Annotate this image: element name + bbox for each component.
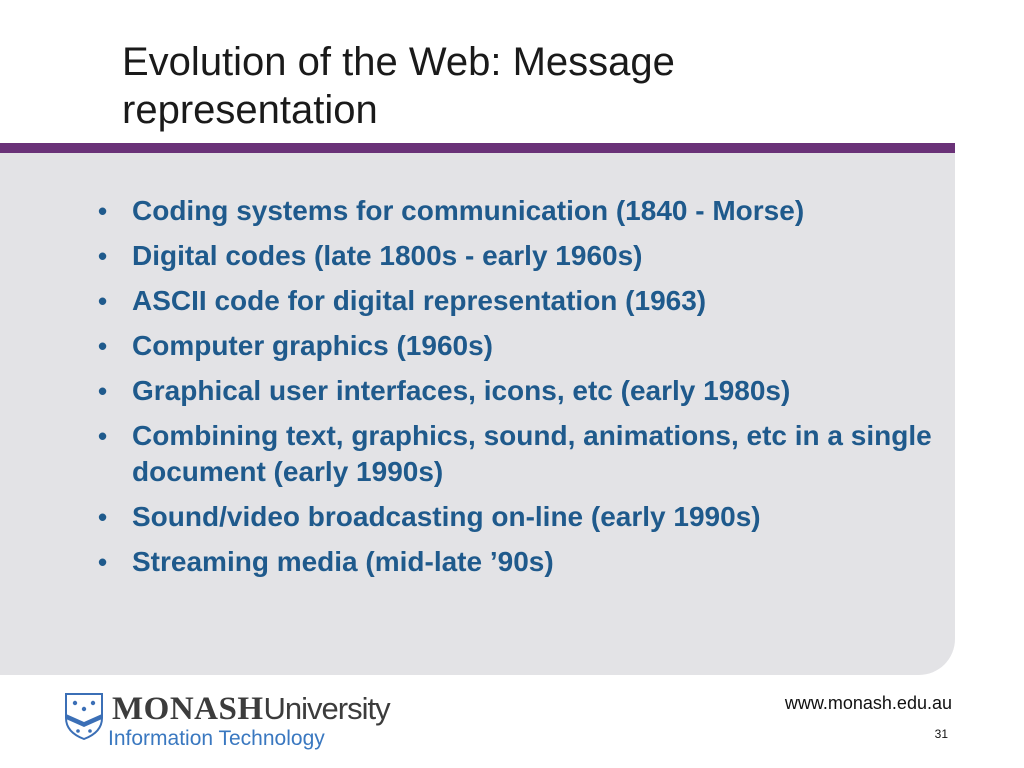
footer-url: www.monash.edu.au xyxy=(784,693,952,713)
brand-faculty: Information Technology xyxy=(108,727,325,750)
bullet-text: Graphical user interfaces, icons, etc (e… xyxy=(132,375,791,406)
slide-title-line-1: Evolution of the Web: Message xyxy=(122,40,675,84)
bullet-text: ASCII code for digital representation (1… xyxy=(132,285,707,316)
monash-logo: MONASHUniversity Information Technology xyxy=(64,689,404,753)
bullet-marker: • xyxy=(98,421,108,451)
crest-star xyxy=(76,729,80,733)
bullet-marker: • xyxy=(98,241,108,271)
bullet-text: Combining text, graphics, sound, animati… xyxy=(132,420,932,487)
brand-university: University xyxy=(263,691,391,726)
bullet-item-gui: • Graphical user interfaces, icons, etc (… xyxy=(92,373,942,409)
bullet-item-morse: • Coding systems for communication (1840 … xyxy=(92,193,942,229)
bullet-marker: • xyxy=(98,286,108,316)
bullet-list: • Coding systems for communication (1840 … xyxy=(92,193,942,589)
monash-crest-icon xyxy=(65,693,103,740)
bullet-marker: • xyxy=(98,502,108,532)
bullet-text: Coding systems for communication (1840 -… xyxy=(132,195,805,226)
bullet-marker: • xyxy=(98,331,108,361)
brand-line: MONASHUniversity xyxy=(112,689,391,729)
crest-chevron xyxy=(66,714,102,727)
bullet-item-broadcasting: • Sound/video broadcasting on-line (early… xyxy=(92,499,942,535)
bullet-text: Streaming media (mid-late ’90s) xyxy=(132,546,554,577)
brand-name: MONASH xyxy=(112,691,264,727)
bullet-marker: • xyxy=(98,196,108,226)
crest-star xyxy=(81,706,87,712)
slide-title-line-2: representation xyxy=(122,88,378,132)
crest-star xyxy=(90,700,96,706)
bullet-item-multimedia: • Combining text, graphics, sound, animat… xyxy=(92,418,942,490)
bullet-item-computer-graphics: • Computer graphics (1960s) xyxy=(92,328,942,364)
crest-shield-outline xyxy=(65,693,103,740)
bullet-marker: • xyxy=(98,547,108,577)
content-panel xyxy=(0,153,955,675)
bullet-marker: • xyxy=(98,376,108,406)
bullet-item-digital-codes: • Digital codes (late 1800s - early 1960s… xyxy=(92,238,942,274)
bullet-text: Digital codes (late 1800s - early 1960s) xyxy=(132,240,643,271)
bullet-text: Computer graphics (1960s) xyxy=(132,330,493,361)
accent-bar xyxy=(0,143,955,153)
bullet-item-streaming: • Streaming media (mid-late ’90s) xyxy=(92,544,942,580)
crest-star xyxy=(88,729,92,733)
bullet-text: Sound/video broadcasting on-line (early … xyxy=(132,501,761,532)
bullet-item-ascii: • ASCII code for digital representation (… xyxy=(92,283,942,319)
crest-star xyxy=(72,700,78,706)
page-number: 31 xyxy=(934,727,948,741)
slide-title: Evolution of the Web: Message representa… xyxy=(122,38,942,134)
